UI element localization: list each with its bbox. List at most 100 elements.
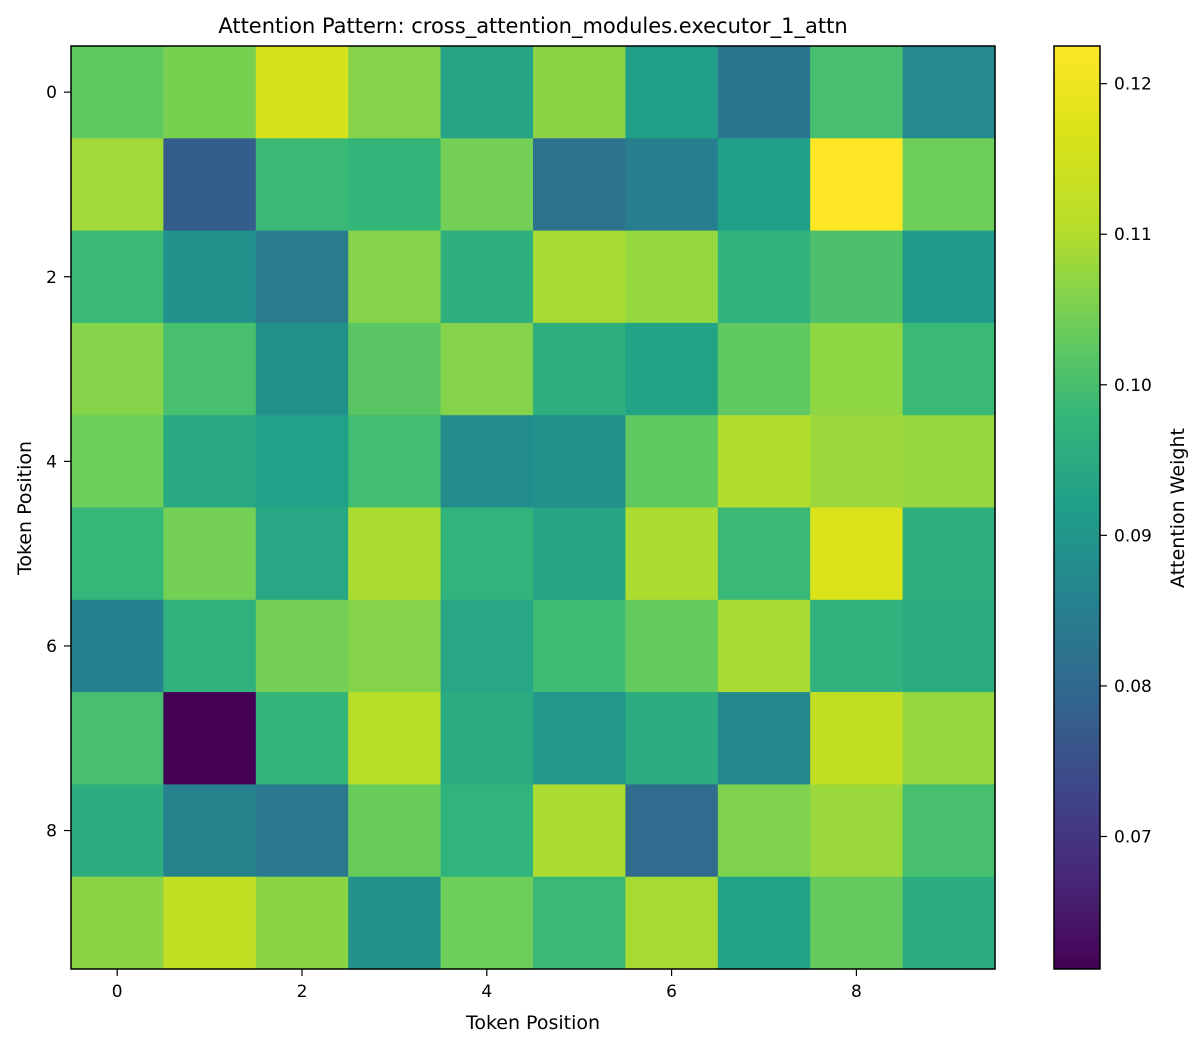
heatmap-cell-r3-c9	[902, 322, 996, 416]
heatmap-cell-r2-c8	[810, 230, 904, 324]
heatmap-cell-r0-c7	[717, 46, 811, 139]
x-tick-label: 4	[481, 982, 492, 1002]
heatmap-cell-r0-c5	[533, 46, 626, 139]
heatmap-cell-r7-c0	[71, 692, 164, 785]
chart-title: Attention Pattern: cross_attention_modul…	[218, 14, 847, 39]
heatmap-cell-r6-c9	[902, 599, 996, 693]
heatmap-cell-r5-c9	[902, 507, 996, 601]
heatmap-cell-r4-c0	[71, 415, 164, 509]
heatmap-cell-r9-c2	[255, 876, 349, 970]
heatmap-cell-r4-c1	[163, 415, 257, 509]
heatmap-cell-r5-c2	[255, 507, 349, 601]
heatmap-cell-r1-c0	[71, 138, 164, 232]
heatmap-cell-r9-c9	[902, 876, 996, 970]
heatmap-cell-r3-c0	[71, 322, 164, 416]
colorbar-tick-label: 0.08	[1114, 677, 1152, 697]
heatmap-cell-r4-c5	[533, 415, 626, 509]
colorbar-tick-label: 0.12	[1114, 75, 1152, 95]
heatmap-cell-r4-c4	[440, 415, 534, 509]
colorbar-tick-label: 0.09	[1114, 526, 1152, 546]
heatmap-cell-r0-c0	[71, 46, 164, 139]
heatmap-cell-r7-c8	[810, 692, 904, 785]
y-tick-label: 8	[46, 822, 57, 842]
x-tick-label: 2	[297, 982, 308, 1002]
heatmap-cell-r3-c4	[440, 322, 534, 416]
heatmap-cell-r4-c6	[625, 415, 719, 509]
heatmap-cell-r7-c7	[717, 692, 811, 785]
heatmap-cell-r0-c1	[163, 46, 257, 139]
heatmap-cell-r5-c7	[717, 507, 811, 601]
heatmap-cell-r3-c6	[625, 322, 719, 416]
heatmap-cell-r1-c1	[163, 138, 257, 232]
heatmap-cell-r2-c9	[902, 230, 996, 324]
y-tick-label: 6	[46, 637, 57, 657]
heatmap-cell-r9-c1	[163, 876, 257, 970]
heatmap-cell-r8-c3	[348, 784, 442, 878]
x-tick-label: 0	[112, 982, 123, 1002]
heatmap-cell-r5-c6	[625, 507, 719, 601]
heatmap-cell-r0-c9	[902, 46, 996, 139]
heatmap-cell-r1-c6	[625, 138, 719, 232]
colorbar	[1053, 45, 1101, 970]
heatmap-cell-r1-c3	[348, 138, 442, 232]
heatmap-cell-r3-c5	[533, 322, 626, 416]
y-axis-label: Token Position	[14, 441, 36, 576]
heatmap-cell-r6-c0	[71, 599, 164, 693]
heatmap-cell-r7-c5	[533, 692, 626, 785]
heatmap-cell-r2-c5	[533, 230, 626, 324]
x-axis-ticks: 0 2 4 6 8	[112, 969, 862, 1002]
heatmap-cell-r1-c2	[255, 138, 349, 232]
heatmap-cell-r5-c5	[533, 507, 626, 601]
heatmap-cell-r9-c6	[625, 876, 719, 970]
heatmap-cell-r1-c9	[902, 138, 996, 232]
heatmap-cell-r6-c6	[625, 599, 719, 693]
heatmap-cell-r9-c4	[440, 876, 534, 970]
heatmap-cell-r8-c9	[902, 784, 996, 878]
colorbar-label: Attention Weight	[1167, 428, 1189, 588]
heatmap-cell-r5-c3	[348, 507, 442, 601]
heatmap-cell-r7-c3	[348, 692, 442, 785]
heatmap-cell-r8-c6	[625, 784, 719, 878]
heatmap-cell-r5-c1	[163, 507, 257, 601]
heatmap-cell-r2-c2	[255, 230, 349, 324]
heatmap-cell-r0-c8	[810, 46, 904, 139]
heatmap-cell-r2-c6	[625, 230, 719, 324]
colorbar-tick-label: 0.10	[1114, 376, 1152, 396]
colorbar-tick-label: 0.11	[1114, 225, 1152, 245]
heatmap-cell-r8-c1	[163, 784, 257, 878]
heatmap-cell-r1-c8	[810, 138, 904, 232]
heatmap-cell-r5-c0	[71, 507, 164, 601]
heatmap-cell-r1-c4	[440, 138, 534, 232]
heatmap-cell-r2-c7	[717, 230, 811, 324]
heatmap-cell-r2-c4	[440, 230, 534, 324]
heatmap-cell-r9-c5	[533, 876, 626, 970]
heatmap-cell-r8-c5	[533, 784, 626, 878]
colorbar-tick-label: 0.07	[1114, 827, 1152, 847]
y-tick-label: 0	[46, 83, 57, 103]
heatmap-cell-r7-c4	[440, 692, 534, 785]
y-tick-label: 4	[46, 452, 57, 472]
heatmap-cell-r8-c4	[440, 784, 534, 878]
heatmap-cell-r4-c8	[810, 415, 904, 509]
plot-frame	[70, 45, 996, 970]
y-axis-ticks: 0 2 4 6 8	[46, 83, 71, 842]
heatmap-cell-r0-c2	[255, 46, 349, 139]
heatmap-cell-r6-c2	[255, 599, 349, 693]
heatmap-cell-r9-c8	[810, 876, 904, 970]
heatmap-cell-r3-c7	[717, 322, 811, 416]
heatmap-cell-r4-c9	[902, 415, 996, 509]
heatmap-cell-r4-c3	[348, 415, 442, 509]
heatmap-cell-r5-c4	[440, 507, 534, 601]
heatmap-cell-r8-c7	[717, 784, 811, 878]
heatmap-cell-r3-c3	[348, 322, 442, 416]
heatmap-cell-r6-c8	[810, 599, 904, 693]
heatmap-cell-r0-c4	[440, 46, 534, 139]
y-tick-label: 2	[46, 268, 57, 288]
x-axis-label: Token Position	[465, 1012, 600, 1034]
colorbar-ticks: 0.07 0.08 0.09 0.10 0.11 0.12	[1100, 75, 1152, 847]
heatmap-cell-r4-c2	[255, 415, 349, 509]
heatmap-cell-r0-c6	[625, 46, 719, 139]
heatmap-cell-r6-c1	[163, 599, 257, 693]
heatmap-cell-r6-c5	[533, 599, 626, 693]
